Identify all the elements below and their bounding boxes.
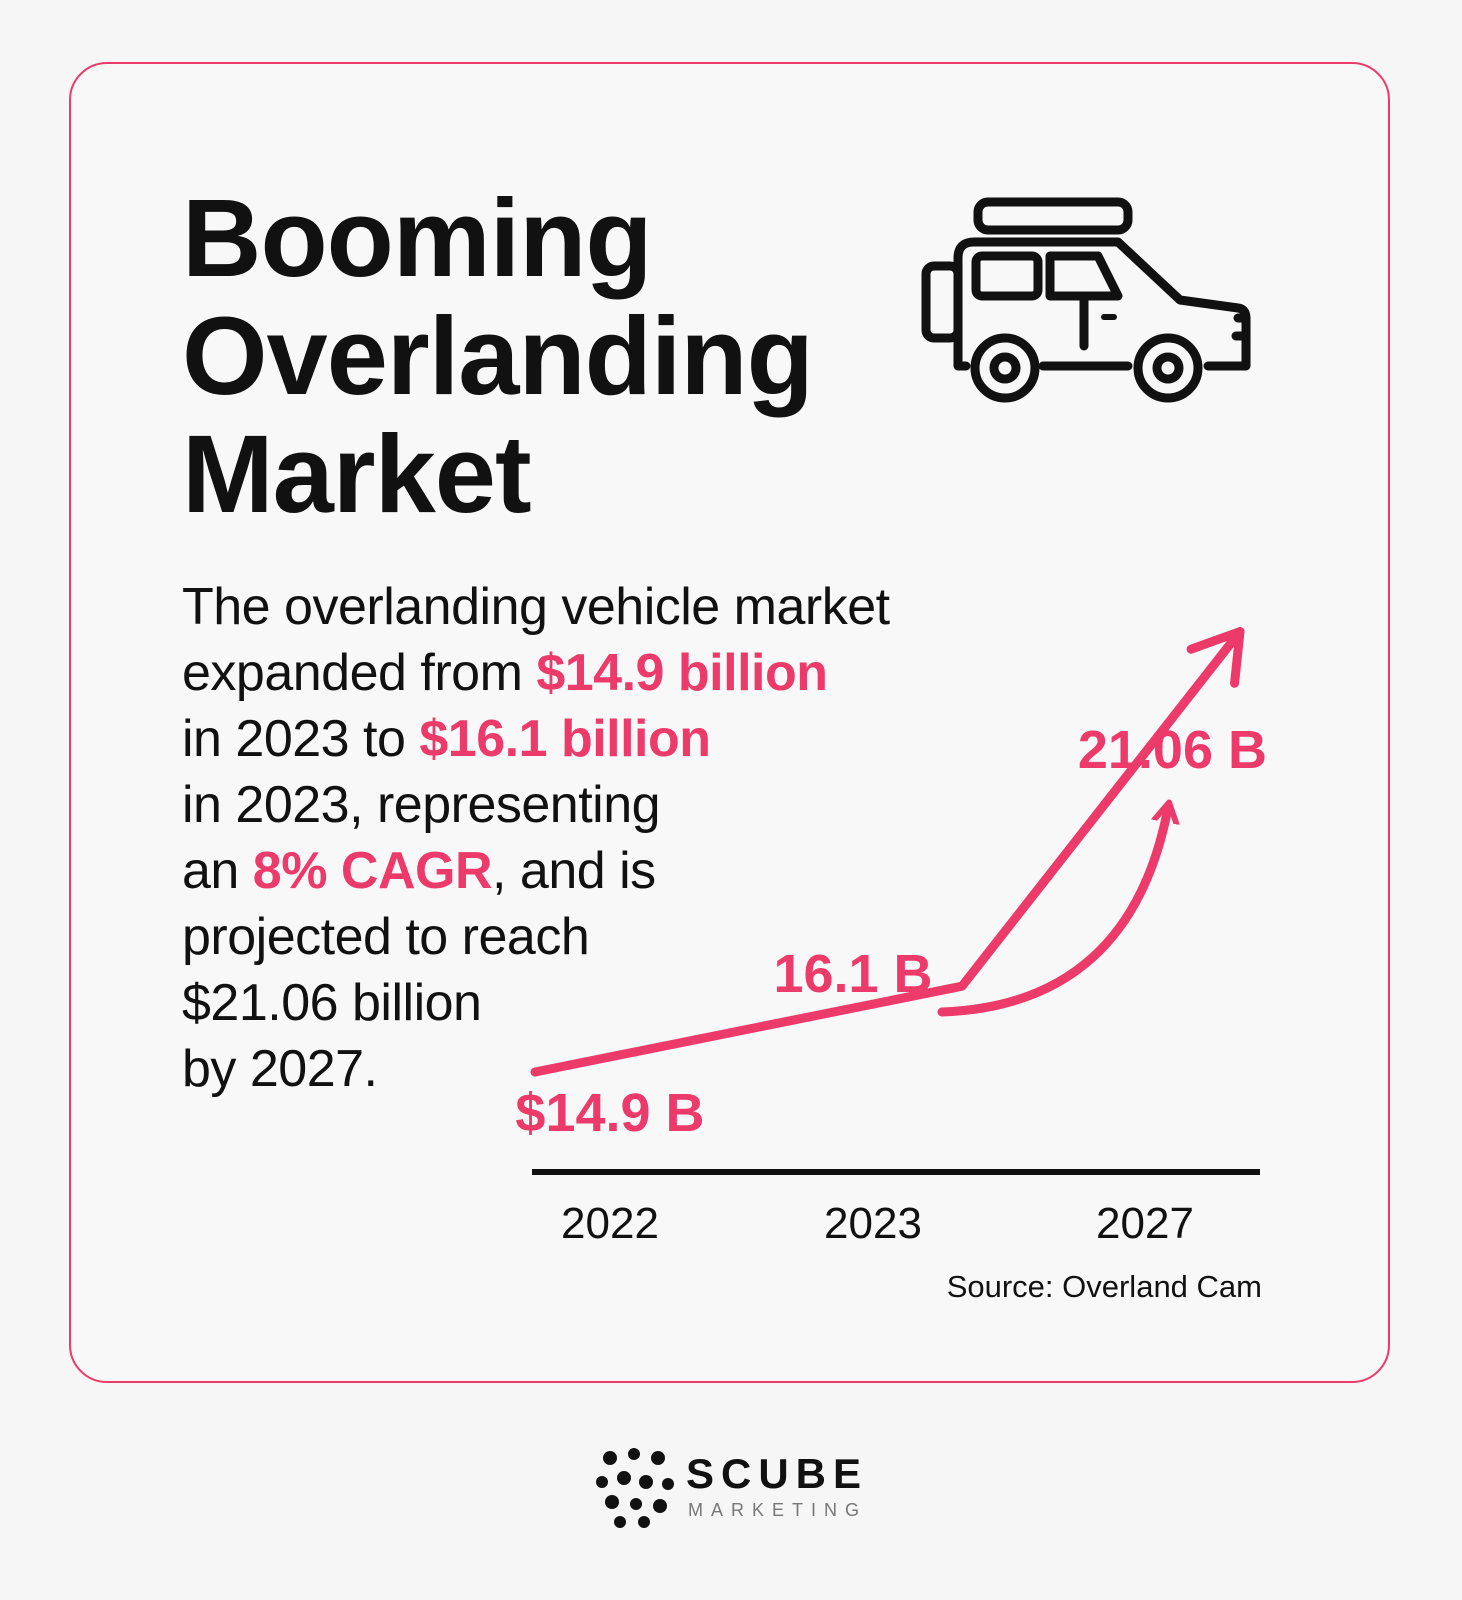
highlight-cagr: 8% CAGR <box>252 842 493 900</box>
desc-line: in 2023, representing <box>182 776 661 834</box>
desc-line: by 2027. <box>182 1040 378 1098</box>
desc-line: projected to reach <box>182 908 590 966</box>
desc-line: $21.06 billion <box>182 974 482 1032</box>
title-line-1: Booming <box>182 177 653 300</box>
title-line-2: Overlanding <box>182 295 814 418</box>
desc-line: an 8% CAGR, and is <box>182 842 656 900</box>
title-line-3: Market <box>182 413 532 536</box>
page-title: Booming Overlanding Market <box>182 177 814 536</box>
brand-subtitle: MARKETING <box>688 1500 868 1520</box>
market-description: The overlanding vehicle market expanded … <box>182 574 890 1102</box>
desc-line: in 2023 to $16.1 billion <box>182 710 711 768</box>
desc-line: The overlanding vehicle market <box>182 578 890 636</box>
off-road-vehicle-icon <box>921 197 1251 403</box>
highlight-2022-value: $14.9 billion <box>536 644 828 702</box>
highlight-2023-value: $16.1 billion <box>419 710 711 768</box>
desc-line: expanded from $14.9 billion <box>182 644 828 702</box>
scube-logo-icon <box>596 1448 674 1528</box>
brand-name: SCUBE <box>686 1450 869 1497</box>
